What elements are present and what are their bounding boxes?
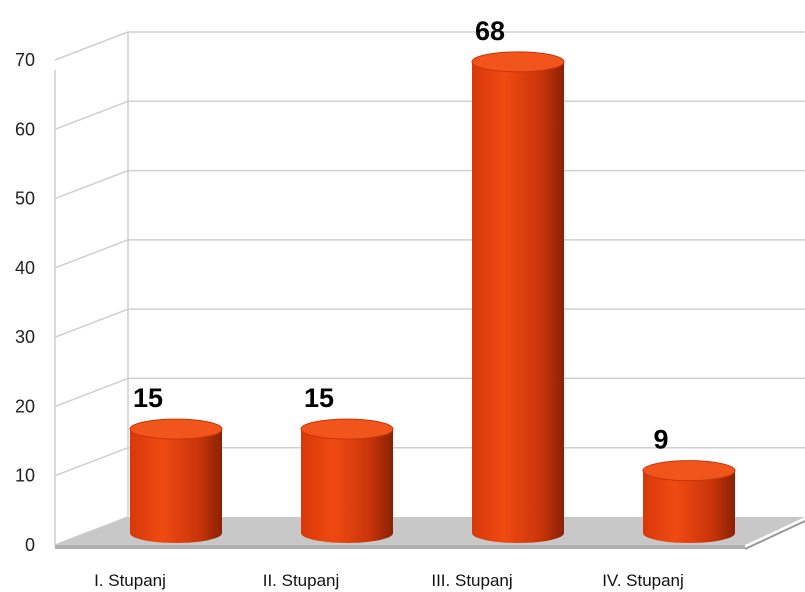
bar-top — [642, 460, 736, 482]
gridline-side — [54, 447, 129, 477]
y-tick-label: 50 — [15, 189, 35, 209]
y-axis-ticks: 0 10 20 30 40 50 60 70 — [15, 50, 35, 555]
x-axis-ticks: I. Stupanj II. Stupanj III. Stupanj IV. Stu… — [94, 571, 684, 590]
x-tick-label: III. Stupanj — [431, 571, 512, 590]
bar — [471, 51, 565, 543]
y-tick-label: 20 — [15, 396, 35, 416]
chart-floor — [55, 517, 805, 550]
bar-top — [471, 51, 565, 73]
data-label: 15 — [133, 383, 163, 413]
gridline-side — [54, 308, 129, 338]
data-labels: 15 15 68 9 — [133, 16, 669, 455]
bar-body — [643, 470, 735, 543]
gridlines — [54, 31, 805, 546]
gridline-side — [54, 100, 129, 130]
y-tick-label: 40 — [15, 258, 35, 278]
bars — [129, 51, 736, 543]
bar-body — [472, 61, 564, 543]
y-tick-label: 0 — [25, 535, 35, 555]
x-tick-label: IV. Stupanj — [602, 571, 684, 590]
y-tick-label: 30 — [15, 327, 35, 347]
bar-top — [129, 418, 223, 440]
floor-right-edge — [744, 520, 805, 550]
y-tick-label: 60 — [15, 119, 35, 139]
gridline-side — [54, 31, 129, 61]
data-label: 9 — [653, 425, 668, 455]
bar — [642, 460, 736, 543]
x-tick-label: I. Stupanj — [94, 571, 166, 590]
bar — [300, 418, 394, 543]
gridline-side — [54, 169, 129, 200]
y-tick-label: 70 — [15, 50, 35, 70]
gridline-side — [54, 239, 129, 269]
data-label: 15 — [304, 383, 334, 413]
floor-top — [55, 517, 805, 545]
bar-body — [301, 429, 393, 543]
chart-walls — [54, 32, 129, 545]
gridline-side — [54, 377, 129, 408]
y-tick-label: 10 — [15, 466, 35, 486]
floor-edge — [55, 545, 745, 549]
bar-top — [300, 418, 394, 440]
bar — [129, 418, 223, 543]
bar-body — [130, 429, 222, 543]
data-label: 68 — [475, 16, 505, 46]
x-tick-label: II. Stupanj — [263, 571, 340, 590]
